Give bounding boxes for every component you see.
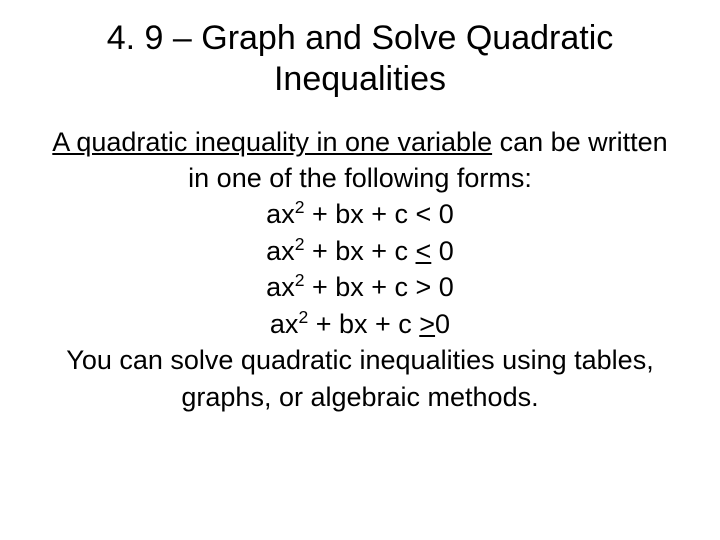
intro-underlined: A quadratic inequality in one variable [52,127,492,157]
form-op: > 0 [416,272,454,302]
form-op-tail: 0 [435,309,450,339]
slide: 4. 9 – Graph and Solve Quadratic Inequal… [0,0,720,540]
intro-line: A quadratic inequality in one variable c… [50,124,670,197]
form-sup: 2 [295,197,305,217]
form-mid: + bx + c [308,309,419,339]
form-le: ax2 + bx + c < 0 [50,233,670,269]
slide-title: 4. 9 – Graph and Solve Quadratic Inequal… [50,18,670,100]
form-op: < 0 [416,199,454,229]
form-ge: ax2 + bx + c >0 [50,306,670,342]
form-op-tail: 0 [431,236,454,266]
form-op-u: < [416,236,432,266]
form-mid: + bx + c [304,272,415,302]
form-op-u: > [419,309,435,339]
form-mid: + bx + c [304,199,415,229]
form-lt: ax2 + bx + c < 0 [50,196,670,232]
form-sup: 2 [295,270,305,290]
form-sup: 2 [295,234,305,254]
form-mid: + bx + c [304,236,415,266]
closing-line: You can solve quadratic inequalities usi… [50,342,670,415]
form-prefix: ax [266,272,295,302]
slide-body: A quadratic inequality in one variable c… [50,124,670,416]
form-sup: 2 [298,307,308,327]
form-prefix: ax [266,236,295,266]
form-gt: ax2 + bx + c > 0 [50,269,670,305]
form-prefix: ax [266,199,295,229]
form-prefix: ax [270,309,299,339]
